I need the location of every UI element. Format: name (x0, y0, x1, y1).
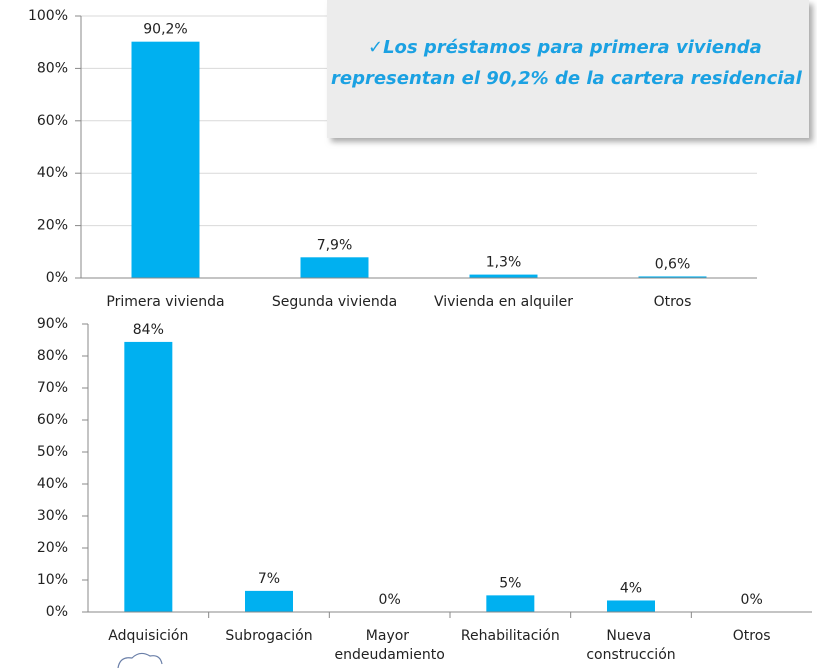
bar (300, 257, 369, 278)
y-tick-label: 0% (46, 270, 68, 286)
y-tick-label: 20% (37, 540, 68, 556)
annotation-box (327, 0, 809, 138)
x-tick-label: Primera vivienda (106, 294, 224, 310)
y-tick-label: 90% (37, 316, 68, 332)
x-tick-label: Otros (733, 628, 771, 644)
chart-top: 0% 20% 40% 60% 80% 100% 90,2% Primera vivienda 7… (28, 8, 757, 310)
value-label: 5% (499, 575, 521, 591)
y-tick-label: 30% (37, 508, 68, 524)
value-label: 0% (741, 592, 763, 608)
x-tick-label: Rehabilitación (461, 628, 560, 644)
value-label: 90,2% (143, 22, 187, 38)
y-tick-label: 70% (37, 380, 68, 396)
x-tick-label: Vivienda en alquiler (434, 294, 573, 310)
bar (607, 600, 655, 612)
x-tick-label: Subrogación (225, 628, 312, 644)
x-tick-label: Mayor endeudamiento (334, 628, 444, 663)
value-label: 4% (620, 580, 642, 596)
y-tick-label: 50% (37, 444, 68, 460)
y-tick-label: 60% (37, 113, 68, 129)
x-tick-label: Nueva construcción (586, 628, 675, 663)
y-tick-label: 80% (37, 348, 68, 364)
bar (131, 41, 200, 279)
x-tick-label: Segunda vivienda (272, 294, 397, 310)
value-label: 1,3% (486, 255, 522, 271)
value-label: 84% (133, 322, 164, 338)
bar (245, 590, 293, 612)
value-label: 0,6% (655, 256, 691, 272)
y-tick-label: 60% (37, 412, 68, 428)
y-tick-label: 20% (37, 218, 68, 234)
y-tick-label: 10% (37, 572, 68, 588)
y-tick-label: 80% (37, 60, 68, 76)
annotation-line: ✓Los préstamos para primera vivienda (368, 37, 762, 58)
annotation-line: representan el 90,2% de la cartera resid… (331, 68, 803, 89)
chart-bottom: 0% 10% 20% 30% 40% 50% 60% 70% 80% 90% 84% Adquisic… (37, 316, 812, 663)
y-tick-label: 100% (28, 8, 68, 24)
x-tick-label: Adquisición (108, 628, 188, 644)
value-label: 7,9% (317, 237, 353, 253)
cloud-icon (117, 652, 163, 668)
bar (638, 276, 707, 278)
x-tick-label: Otros (654, 294, 692, 310)
bar (124, 341, 173, 612)
bar (486, 595, 535, 612)
y-tick-label: 40% (37, 165, 68, 181)
bar (469, 274, 538, 278)
y-tick-label: 0% (46, 604, 68, 620)
value-label: 0% (379, 592, 401, 608)
y-tick-label: 40% (37, 476, 68, 492)
value-label: 7% (258, 571, 280, 587)
